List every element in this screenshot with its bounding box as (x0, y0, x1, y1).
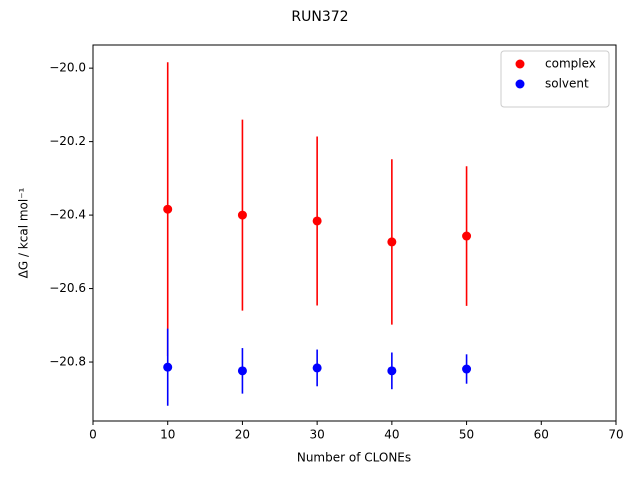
point (163, 362, 173, 372)
point (462, 364, 472, 374)
point (237, 210, 247, 220)
point (163, 204, 173, 214)
point (387, 366, 397, 376)
y-tick-label: −20.0 (49, 61, 86, 75)
x-tick-label: 30 (310, 428, 325, 442)
legend-marker (515, 79, 525, 89)
x-tick-label: 60 (534, 428, 549, 442)
point (312, 363, 322, 373)
point (387, 237, 397, 247)
legend-label: solvent (545, 77, 589, 91)
y-tick-label: −20.4 (49, 208, 86, 222)
plot-frame (92, 44, 617, 422)
x-axis-label: Number of CLONEs (297, 451, 411, 465)
y-tick-label: −20.6 (49, 281, 86, 295)
legend-label: complex (545, 57, 596, 71)
chart-title: RUN372 (291, 9, 348, 25)
point (312, 216, 322, 226)
x-tick-label: 0 (89, 428, 97, 442)
x-tick-label: 40 (384, 428, 399, 442)
y-tick-label: −20.2 (49, 134, 86, 148)
point (462, 231, 472, 241)
legend-box (500, 50, 610, 108)
y-axis-label: ΔG / kcal mol⁻¹ (17, 187, 31, 278)
x-tick-label: 70 (608, 428, 623, 442)
y-tick-label: −20.8 (49, 355, 86, 369)
x-tick-label: 10 (160, 428, 175, 442)
legend-marker (515, 59, 525, 69)
x-tick-label: 50 (459, 428, 474, 442)
point (237, 366, 247, 376)
x-tick-label: 20 (235, 428, 250, 442)
